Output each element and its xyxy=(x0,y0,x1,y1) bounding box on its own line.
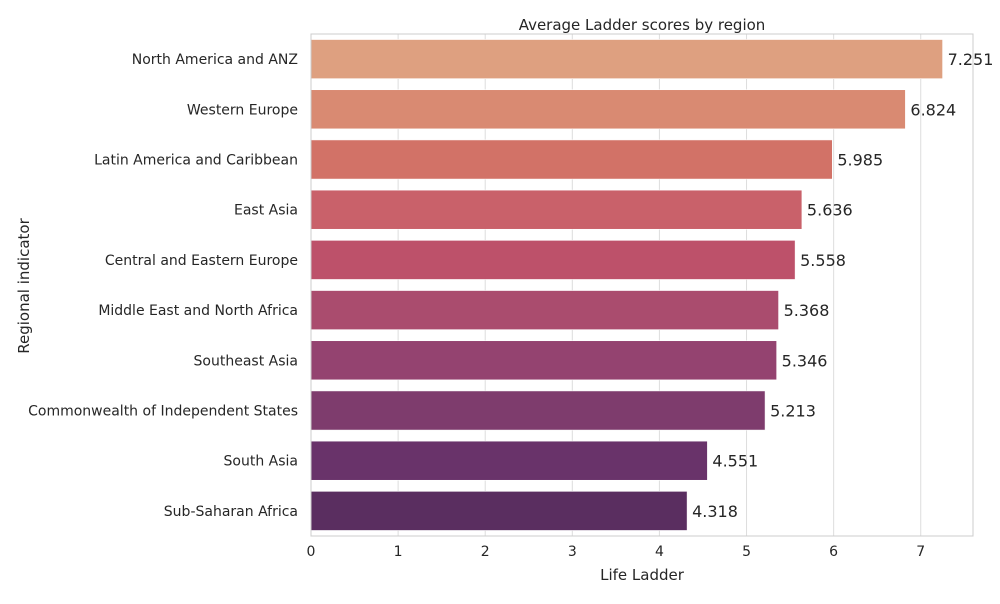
x-tick-label: 5 xyxy=(742,544,751,560)
x-axis-label: Life Ladder xyxy=(600,566,685,584)
data-label: 5.985 xyxy=(837,151,883,170)
bar xyxy=(310,139,833,180)
label-layer: 7.251 6.824 5.985 5.636 5.558 5.368 5.346 5.213… xyxy=(692,50,993,521)
plot-frame xyxy=(310,33,974,537)
bar xyxy=(310,440,708,481)
x-tick-label: 0 xyxy=(307,544,316,560)
y-tick-label: Southeast Asia xyxy=(194,353,298,369)
y-tick-label: Western Europe xyxy=(187,102,298,118)
bar-layer xyxy=(310,39,943,531)
y-tick-label: South Asia xyxy=(224,454,298,470)
bar xyxy=(310,491,688,531)
bar xyxy=(310,89,906,130)
y-tick-label: North America and ANZ xyxy=(132,52,298,68)
y-tick-label: East Asia xyxy=(234,203,298,219)
data-label: 5.558 xyxy=(800,251,846,270)
bar xyxy=(310,390,766,431)
x-tick-label: 3 xyxy=(568,544,577,560)
y-tick-label: Latin America and Caribbean xyxy=(94,153,298,169)
x-tick-label: 6 xyxy=(829,544,838,560)
x-tick-label: 1 xyxy=(394,544,403,560)
bar xyxy=(310,340,777,381)
y-tick-label: Sub-Saharan Africa xyxy=(164,504,298,520)
data-label: 5.346 xyxy=(782,351,828,370)
data-label: 4.318 xyxy=(692,502,738,521)
data-label: 5.368 xyxy=(784,301,830,320)
y-tick-label: Middle East and North Africa xyxy=(98,303,298,319)
data-label: 4.551 xyxy=(712,452,758,471)
bar xyxy=(310,290,779,330)
x-tick-label: 4 xyxy=(655,544,664,560)
y-tick-label: Commonwealth of Independent States xyxy=(28,404,298,420)
data-label: 5.213 xyxy=(770,402,816,421)
bar xyxy=(310,189,803,230)
y-axis-label: Regional indicator xyxy=(15,217,33,353)
y-tick-label: Central and Eastern Europe xyxy=(105,253,298,269)
axis-layer: 0 1 2 3 4 5 6 7 North America and ANZ Western Eur… xyxy=(28,52,925,560)
data-label: 6.824 xyxy=(910,100,956,119)
chart-title: Average Ladder scores by region xyxy=(519,16,766,34)
x-tick-label: 2 xyxy=(481,544,490,560)
bar xyxy=(310,39,943,79)
data-label: 5.636 xyxy=(807,201,853,220)
x-tick-label: 7 xyxy=(916,544,925,560)
bar xyxy=(310,240,796,280)
data-label: 7.251 xyxy=(948,50,994,69)
